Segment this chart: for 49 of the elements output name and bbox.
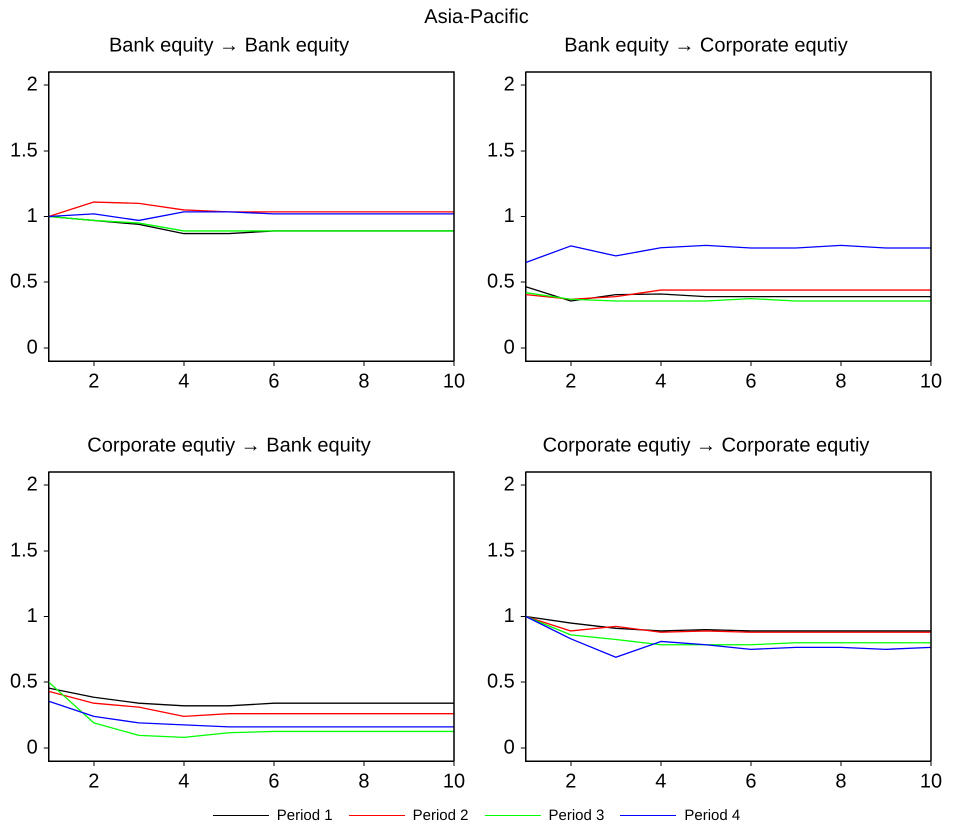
text: Asia-Pacific — [423, 6, 530, 29]
y-tick-label: 0.5 — [10, 670, 38, 693]
y-tick-label: 2 — [504, 474, 515, 496]
y-tick-label: 0.5 — [10, 270, 38, 293]
y-tick-label: 1.5 — [10, 139, 38, 162]
y-tick-label: 1.5 — [486, 139, 515, 162]
y-tick-label: 0.5 — [486, 670, 515, 693]
x-tick-label: 4 — [178, 770, 190, 793]
x-tick-label: 8 — [835, 770, 847, 793]
y-tick-label: 0 — [26, 336, 38, 358]
x-tick-label: 10 — [920, 770, 942, 793]
y-tick-label: 2 — [504, 74, 515, 96]
y-tick-label: 1.5 — [486, 539, 515, 562]
x-tick-label: 8 — [358, 770, 370, 793]
x-tick-label: 2 — [565, 370, 576, 393]
x-tick-label: 6 — [268, 370, 280, 393]
x-tick-label: 4 — [655, 370, 666, 393]
x-tick-label: 10 — [920, 370, 942, 393]
y-tick-label: 2 — [26, 74, 38, 96]
y-tick-label: 1 — [504, 205, 515, 228]
x-tick-label: 2 — [88, 770, 100, 793]
x-tick-label: 10 — [442, 770, 466, 793]
x-tick-label: 6 — [268, 770, 280, 793]
x-tick-label: 2 — [565, 770, 576, 793]
y-tick-label: 0.5 — [486, 270, 515, 293]
y-tick-label: 0 — [504, 336, 515, 358]
x-tick-label: 2 — [88, 370, 100, 393]
x-tick-label: 4 — [655, 770, 666, 793]
legend-label: Period 4 — [684, 807, 740, 824]
chart-title: Corporate equtiy → Corporate equtiy — [542, 434, 870, 457]
legend-label: Period 1 — [276, 807, 333, 824]
y-tick-label: 0 — [26, 736, 38, 758]
legend-label: Period 2 — [412, 807, 468, 824]
y-tick-label: 1 — [26, 605, 38, 628]
legend-label: Period 3 — [548, 807, 604, 824]
x-tick-label: 8 — [358, 370, 370, 393]
x-tick-label: 8 — [835, 370, 847, 393]
y-tick-label: 2 — [26, 474, 38, 496]
x-tick-label: 4 — [178, 370, 190, 393]
y-tick-label: 1 — [504, 605, 515, 628]
y-tick-label: 1 — [26, 205, 38, 228]
y-tick-label: 1.5 — [10, 539, 38, 562]
x-tick-label: 6 — [745, 770, 756, 793]
chart-title: Bank equity → Bank equity — [108, 34, 350, 57]
x-tick-label: 10 — [442, 370, 466, 393]
chart-title: Corporate equtiy → Bank equity — [87, 434, 371, 457]
chart-title: Bank equity → Corporate equtiy — [564, 34, 848, 57]
x-tick-label: 6 — [745, 370, 756, 393]
y-tick-label: 0 — [504, 736, 515, 758]
